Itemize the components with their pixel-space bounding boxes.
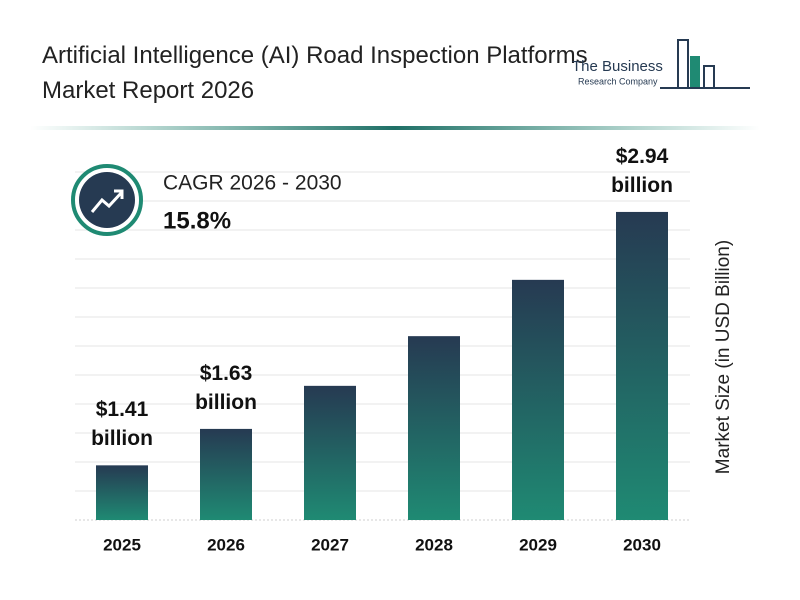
- value-label: $2.94 billion: [611, 144, 673, 197]
- bar: [96, 465, 148, 520]
- bar: [512, 279, 564, 520]
- grid: [75, 171, 690, 521]
- separator: [30, 126, 760, 130]
- x-tick-label: 2027: [311, 535, 349, 554]
- cagr-label: CAGR 2026 - 2030: [163, 172, 342, 195]
- x-tick-label: 2025: [103, 535, 141, 554]
- value-label: $1.63 billion: [195, 361, 257, 414]
- x-tick-label: 2030: [623, 535, 661, 554]
- cagr-value: 15.8%: [163, 207, 231, 234]
- x-tick-label: 2029: [519, 535, 557, 554]
- y-axis-label: Market Size (in USD Billion): [713, 240, 734, 474]
- bar: [200, 428, 252, 520]
- bar: [616, 211, 668, 520]
- brand-line1: The Business: [572, 58, 663, 75]
- cagr-badge: CAGR 2026 - 2030 15.8%: [71, 164, 342, 236]
- bar: [408, 336, 460, 520]
- brand-line2: Research Company: [578, 76, 658, 86]
- chart-title: Artificial Intelligence (AI) Road Inspec…: [42, 42, 588, 104]
- bar: [304, 385, 356, 520]
- value-label: $1.41 billion: [91, 398, 153, 451]
- logo: The Business Research Company: [572, 39, 750, 89]
- x-tick-label: 2026: [207, 535, 245, 554]
- x-tick-label: 2028: [415, 535, 453, 554]
